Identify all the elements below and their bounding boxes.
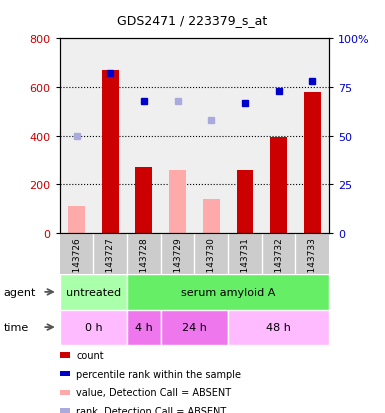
Bar [169,170,186,233]
Text: 48 h: 48 h [266,322,291,332]
Bar [228,310,329,345]
Text: value, Detection Call = ABSENT: value, Detection Call = ABSENT [76,387,231,397]
Bar [60,275,127,310]
Bar [194,39,228,233]
Bar [236,170,253,233]
Text: GSM143733: GSM143733 [308,237,317,292]
Bar [60,390,70,395]
Bar [203,199,220,233]
Text: percentile rank within the sample: percentile rank within the sample [76,369,241,379]
Bar [60,352,70,358]
Text: GSM143730: GSM143730 [207,237,216,292]
Bar [93,39,127,233]
Bar [161,310,228,345]
Bar [136,168,152,233]
Bar [228,39,262,233]
Text: GSM143728: GSM143728 [139,237,148,291]
Bar [68,206,85,233]
Bar [60,39,93,233]
Bar [60,408,70,413]
Text: 0 h: 0 h [85,322,102,332]
Bar [296,39,329,233]
Bar [304,93,321,233]
Bar [270,138,287,233]
Text: GSM143726: GSM143726 [72,237,81,291]
Text: count: count [76,350,104,360]
Text: GDS2471 / 223379_s_at: GDS2471 / 223379_s_at [117,14,268,27]
Text: rank, Detection Call = ABSENT: rank, Detection Call = ABSENT [76,406,226,413]
Bar [262,39,296,233]
Text: GSM143727: GSM143727 [106,237,115,291]
Text: serum amyloid A: serum amyloid A [181,287,275,297]
Text: agent: agent [4,287,36,297]
Text: GSM143729: GSM143729 [173,237,182,291]
Bar [102,71,119,233]
Bar [60,371,70,377]
Bar [127,39,161,233]
Text: untreated: untreated [66,287,121,297]
Text: 24 h: 24 h [182,322,207,332]
Text: 4 h: 4 h [135,322,153,332]
Text: time: time [4,322,29,332]
Bar [161,39,194,233]
Text: GSM143731: GSM143731 [241,237,249,292]
Bar [127,275,329,310]
Bar [60,310,127,345]
Bar [127,310,161,345]
Text: GSM143732: GSM143732 [274,237,283,291]
